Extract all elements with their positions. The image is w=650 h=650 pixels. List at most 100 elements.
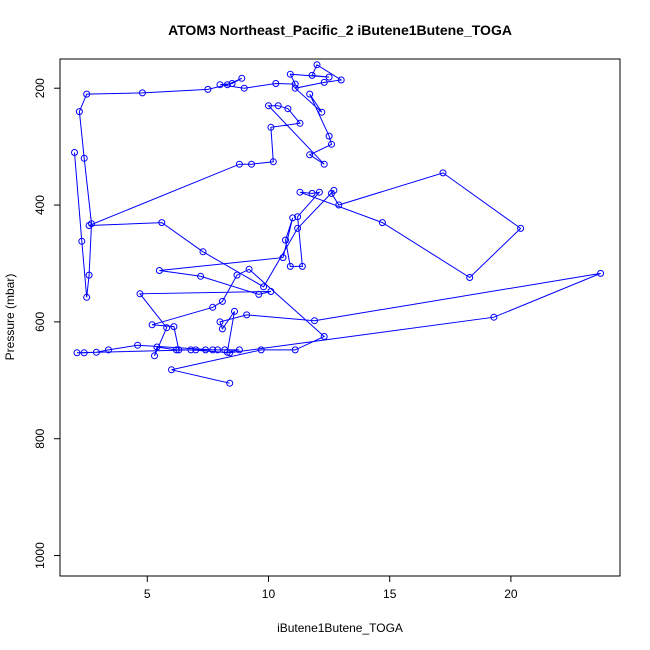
data-point <box>325 73 333 81</box>
data-point <box>337 76 345 84</box>
data-point <box>216 318 224 326</box>
data-point <box>163 324 171 332</box>
data-point <box>308 71 316 79</box>
data-point <box>175 346 183 354</box>
data-point <box>296 188 304 196</box>
data-point <box>172 346 180 354</box>
data-point <box>216 81 224 89</box>
data-point <box>267 288 275 295</box>
x-tick-label: 20 <box>504 587 518 601</box>
data-point <box>320 160 328 168</box>
data-point <box>248 160 255 168</box>
data-point <box>286 70 294 78</box>
data-point <box>240 84 248 92</box>
data-point <box>148 321 156 329</box>
y-axis-label: Pressure (mbar) <box>3 274 17 361</box>
data-point <box>269 158 277 166</box>
data-point <box>204 85 212 93</box>
data-point <box>209 346 217 354</box>
data-point <box>267 123 275 131</box>
data-point <box>335 201 343 209</box>
x-tick-label: 10 <box>262 587 276 601</box>
data-point <box>243 311 251 319</box>
data-point <box>73 349 81 357</box>
data-point <box>294 213 302 221</box>
data-point <box>202 346 209 354</box>
data-point <box>245 265 253 273</box>
y-tick-label: 1000 <box>33 542 47 569</box>
data-point <box>282 236 289 244</box>
data-point <box>315 188 323 196</box>
data-point <box>238 74 246 82</box>
data-point <box>223 81 231 89</box>
data-point <box>75 108 83 116</box>
y-tick-label: 400 <box>33 195 47 215</box>
data-point <box>272 80 280 87</box>
data-point <box>466 274 474 281</box>
data-point <box>158 219 166 227</box>
data-point <box>228 80 236 87</box>
data-point <box>286 262 294 270</box>
y-tick-label: 800 <box>33 428 47 448</box>
data-point <box>218 297 226 305</box>
data-point <box>306 151 314 159</box>
data-point <box>490 313 498 321</box>
data-point <box>199 248 207 256</box>
data-point <box>231 307 238 315</box>
data-point <box>274 102 282 110</box>
plot-frame <box>59 58 621 577</box>
data-point <box>83 293 91 301</box>
x-tick-label: 15 <box>383 587 397 601</box>
data-point <box>218 325 226 333</box>
data-point <box>318 108 326 116</box>
data-point <box>187 346 195 354</box>
data-point <box>296 119 304 127</box>
data-point <box>214 346 222 354</box>
data-point <box>71 149 78 156</box>
x-axis-label: iButene1Butene_TOGA <box>277 621 403 635</box>
data-point <box>311 317 318 325</box>
data-point <box>320 333 328 340</box>
data-point <box>517 224 525 232</box>
data-point <box>80 154 88 162</box>
data-point <box>313 61 321 69</box>
data-point <box>168 366 175 374</box>
data-point <box>105 346 112 354</box>
data-point <box>83 90 91 98</box>
data-point <box>170 323 178 331</box>
x-axis: 5 10 15 20 <box>144 576 518 601</box>
data-point <box>291 346 299 354</box>
data-point <box>92 348 100 356</box>
chart-title: ATOM3 Northeast_Pacific_2 iButene1Butene… <box>168 22 512 38</box>
data-point <box>378 219 386 227</box>
data-point <box>197 272 205 280</box>
data-point <box>235 160 243 168</box>
data-point <box>284 105 292 113</box>
data-point <box>192 346 200 354</box>
data-point <box>223 348 231 356</box>
data-point <box>155 267 163 274</box>
data-point <box>255 290 263 298</box>
data-point <box>320 78 328 86</box>
data-point <box>328 189 335 197</box>
data-point <box>260 283 268 291</box>
x-tick-label: 5 <box>144 587 151 601</box>
y-tick-label: 200 <box>33 78 47 98</box>
data-point <box>308 189 316 197</box>
data-point <box>257 346 265 354</box>
data-point <box>265 102 272 110</box>
data-point <box>80 349 88 357</box>
data-point <box>138 89 146 97</box>
y-tick-label: 600 <box>33 312 47 332</box>
data-point <box>85 271 93 279</box>
series-line <box>74 64 601 384</box>
data-point <box>306 90 314 98</box>
data-point <box>209 303 217 311</box>
y-axis: 200 400 600 800 1000 <box>33 78 60 569</box>
data-point <box>78 237 86 245</box>
data-point <box>226 379 234 387</box>
data-point <box>235 346 243 354</box>
data-point <box>325 132 333 140</box>
